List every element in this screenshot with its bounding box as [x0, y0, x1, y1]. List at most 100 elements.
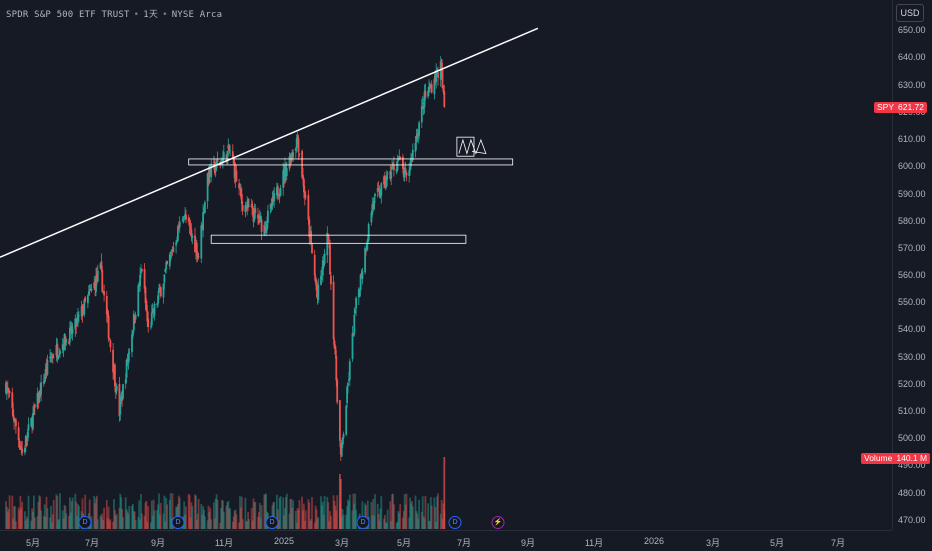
volume-bar [201, 514, 204, 529]
candle-body [308, 219, 311, 238]
volume-bar [15, 521, 17, 529]
volume-bar [166, 504, 168, 529]
candle-body [101, 270, 104, 292]
interval-label[interactable]: 1天 [143, 10, 159, 20]
volume-bar [386, 509, 389, 529]
volume-bar [377, 514, 380, 529]
volume-bar [247, 512, 249, 529]
volume-bar [272, 502, 275, 529]
volume-bar [427, 503, 429, 529]
volume-bar [94, 503, 96, 529]
candle-body [359, 274, 362, 291]
time-axis[interactable] [0, 530, 892, 551]
volume-bar [195, 520, 198, 529]
volume-bar [21, 501, 24, 529]
candle-body [213, 161, 215, 163]
volume-bar [81, 498, 84, 529]
candle-body [162, 283, 165, 298]
candle-body [200, 225, 203, 259]
candle-body [415, 135, 418, 143]
dividend-icon[interactable]: D [448, 516, 462, 529]
price-tick-label: 530.00 [898, 352, 926, 362]
volume-bar [285, 497, 287, 529]
candle-body [159, 287, 162, 297]
volume-bar [219, 522, 222, 529]
volume-bar [385, 522, 388, 529]
candle-body [273, 193, 276, 202]
time-tick-label: 5月 [769, 538, 785, 548]
volume-bar [321, 501, 324, 529]
candlestick-series [5, 56, 446, 461]
dividend-icon[interactable]: D [265, 516, 279, 529]
price-tick-label: 640.00 [898, 52, 926, 62]
volume-bar [398, 513, 401, 529]
candle-body [157, 295, 159, 304]
volume-bar [315, 509, 318, 529]
candle-body [158, 287, 160, 293]
currency-button[interactable]: USD [896, 4, 924, 22]
volume-bar [178, 497, 181, 529]
volume-bar [128, 505, 131, 529]
volume-bar [68, 515, 70, 529]
volume-bar [348, 501, 350, 529]
candle-body [295, 138, 298, 149]
earnings-lightning-icon[interactable]: ⚡ [491, 516, 505, 529]
volume-bar [233, 510, 236, 529]
dividend-icon[interactable]: D [356, 516, 370, 529]
candle-body [251, 206, 254, 216]
candle-body [215, 159, 218, 168]
zone-rectangle[interactable] [210, 234, 467, 244]
candle-body [247, 199, 249, 208]
volume-bar [346, 506, 348, 529]
candle-body [114, 364, 116, 387]
time-tick-label: 5月 [25, 538, 41, 548]
volume-bar [273, 501, 276, 529]
candle-body [77, 315, 79, 321]
dividend-icon[interactable]: D [78, 516, 92, 529]
volume-bar [33, 495, 35, 529]
volume-bar [322, 514, 325, 529]
candle-body [340, 442, 343, 457]
candle-body [51, 355, 54, 358]
price-axis[interactable] [892, 0, 932, 530]
dividend-icon[interactable]: D [171, 516, 185, 529]
volume-bar [101, 513, 104, 529]
price-tick-label: 500.00 [898, 433, 926, 443]
volume-bar [62, 518, 65, 529]
volume-bar [55, 494, 58, 529]
volume-bar [321, 505, 323, 529]
candle-body [90, 288, 93, 291]
candle-body [353, 314, 356, 335]
candle-body [285, 168, 288, 177]
candle-body [143, 269, 146, 289]
volume-bar [284, 508, 286, 529]
candle-body [276, 185, 279, 197]
candle-body [311, 242, 313, 254]
candle-body [194, 235, 196, 253]
volume-bar [239, 496, 241, 529]
zigzag-pattern[interactable] [458, 138, 487, 155]
volume-bar [443, 457, 446, 529]
candle-body [366, 238, 369, 243]
candle-body [302, 174, 304, 180]
volume-bar [327, 502, 330, 529]
volume-bar [222, 511, 225, 529]
candle-body [314, 276, 317, 283]
candle-body [189, 225, 192, 230]
price-tick-label: 590.00 [898, 189, 926, 199]
volume-bar [25, 516, 28, 529]
candle-body [78, 315, 80, 316]
candle-body [320, 275, 322, 285]
volume-bar [51, 514, 54, 529]
candle-body [239, 187, 241, 190]
zone-rectangle[interactable] [456, 136, 475, 157]
volume-bar [139, 519, 141, 529]
zone-rectangle[interactable] [188, 158, 514, 166]
trend-line[interactable] [0, 27, 539, 258]
volume-bar [248, 519, 250, 529]
volume-bar [308, 502, 311, 529]
volume-bar [18, 510, 21, 529]
candle-body [138, 286, 141, 287]
volume-bar [392, 493, 394, 529]
